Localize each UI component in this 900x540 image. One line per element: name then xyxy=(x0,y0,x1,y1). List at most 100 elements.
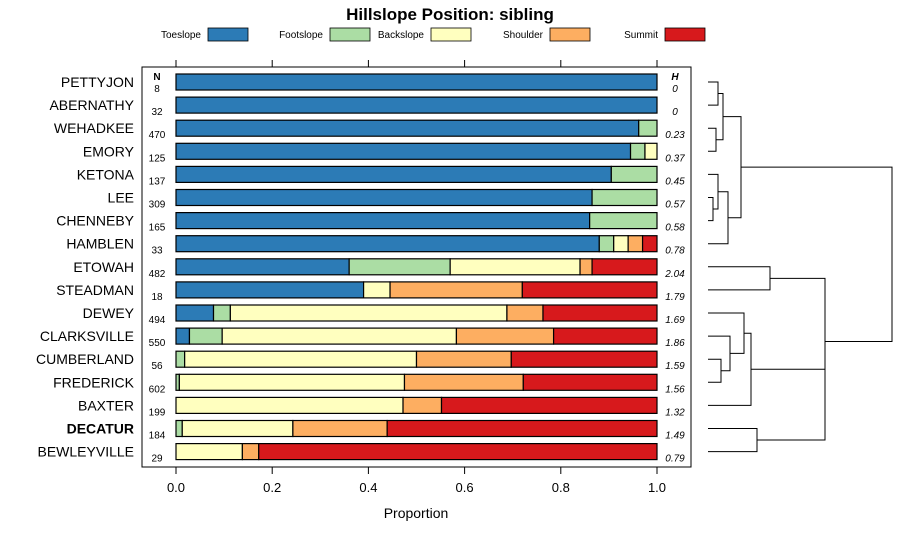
bar-hamblen-toeslope xyxy=(175,235,600,253)
chart-title: Hillslope Position: sibling xyxy=(346,5,554,24)
row-label-ketona: KETONA xyxy=(77,166,135,182)
h-value-frederick: 1.56 xyxy=(665,384,685,395)
legend: Toeslope Footslope Backslope Shoulder Summit xyxy=(161,27,706,42)
bar-dewey-shoulder xyxy=(506,304,544,322)
row-label-steadman: STEADMAN xyxy=(56,282,134,298)
n-value-wehadkee: 470 xyxy=(149,130,166,141)
bar-clarksville-toeslope xyxy=(175,327,191,345)
h-value-hamblen: 0.78 xyxy=(665,246,685,257)
n-value-clarksville: 550 xyxy=(149,338,166,349)
n-value-chenneby: 165 xyxy=(149,223,166,234)
row-label-hamblen: HAMBLEN xyxy=(66,236,134,252)
dendrogram-link xyxy=(708,127,717,152)
bar-frederick-backslope xyxy=(178,373,406,391)
dendrogram-link xyxy=(708,266,771,291)
bar-chenneby-toeslope xyxy=(175,212,591,230)
h-value-ketona: 0.45 xyxy=(665,176,685,187)
bar-lee-footslope xyxy=(591,188,658,207)
legend-swatch-toeslope xyxy=(207,27,249,42)
x-tick-label: 1.0 xyxy=(648,480,666,495)
bar-clarksville-backslope xyxy=(221,327,458,345)
row-label-chenneby: CHENNEBY xyxy=(56,213,134,229)
h-value-decatur: 1.49 xyxy=(665,431,685,442)
h-value-abernathy: 0 xyxy=(672,107,678,118)
dendrogram-link xyxy=(751,368,826,441)
h-value-cumberland: 1.59 xyxy=(665,361,685,372)
n-value-lee: 309 xyxy=(149,200,166,211)
row-label-etowah: ETOWAH xyxy=(73,259,134,275)
bar-emory-toeslope xyxy=(175,142,632,160)
n-value-bewleyville: 29 xyxy=(151,454,163,465)
legend-swatch-backslope xyxy=(430,27,472,42)
bars-group xyxy=(175,73,658,461)
bar-emory-footslope xyxy=(629,142,646,160)
dendrogram-link xyxy=(708,335,731,372)
x-axis-label: Proportion xyxy=(384,505,449,521)
row-label-cumberland: CUMBERLAND xyxy=(36,351,134,367)
row-label-decatur: DECATUR xyxy=(67,421,134,437)
row-label-pettyjon: PETTYJON xyxy=(61,74,134,90)
x-tick-label: 0.8 xyxy=(552,480,570,495)
legend-label-summit: Summit xyxy=(624,30,658,41)
legend-label-footslope: Footslope xyxy=(279,30,323,41)
h-column-header: H xyxy=(671,72,679,83)
n-value-baxter: 199 xyxy=(149,407,166,418)
row-label-lee: LEE xyxy=(108,190,134,206)
x-tick-label: 0.2 xyxy=(263,480,281,495)
bar-emory-backslope xyxy=(644,142,658,160)
row-label-baxter: BAXTER xyxy=(78,397,134,413)
bar-baxter-shoulder xyxy=(402,396,443,414)
dendrogram-link xyxy=(770,277,826,405)
row-label-emory: EMORY xyxy=(83,143,135,159)
row-label-clarksville: CLARKSVILLE xyxy=(40,328,134,344)
n-value-hamblen: 33 xyxy=(151,246,163,257)
h-value-baxter: 1.32 xyxy=(665,407,685,418)
bar-baxter-summit xyxy=(440,396,658,414)
bar-frederick-summit xyxy=(522,373,658,391)
bar-etowah-shoulder xyxy=(579,258,593,276)
n-value-abernathy: 32 xyxy=(151,107,163,118)
x-axis: 0.0 0.2 0.4 0.6 0.8 1.0 xyxy=(167,60,666,495)
legend-label-toeslope: Toeslope xyxy=(161,30,201,41)
h-value-bewleyville: 0.79 xyxy=(665,454,685,465)
n-value-etowah: 482 xyxy=(149,269,166,280)
bar-cumberland-footslope xyxy=(175,350,186,368)
dendrogram-link xyxy=(741,166,893,343)
n-value-frederick: 602 xyxy=(149,384,166,395)
n-column-header: N xyxy=(153,72,160,83)
bar-decatur-backslope xyxy=(181,419,294,438)
legend-swatch-footslope xyxy=(329,27,371,42)
bar-cumberland-backslope xyxy=(184,350,418,368)
bar-wehadkee-footslope xyxy=(638,119,658,137)
dendrogram-link xyxy=(708,358,722,383)
dendrogram-link xyxy=(708,197,714,222)
bar-dewey-summit xyxy=(542,304,658,322)
h-value-steadman: 1.79 xyxy=(665,292,685,303)
bar-etowah-footslope xyxy=(348,258,451,276)
plot-frame xyxy=(141,66,692,468)
bar-decatur-footslope xyxy=(175,419,183,438)
legend-swatch-summit xyxy=(664,27,706,42)
n-value-steadman: 18 xyxy=(151,292,163,303)
row-label-dewey: DEWEY xyxy=(83,305,135,321)
bar-cumberland-summit xyxy=(510,350,658,368)
bar-cumberland-shoulder xyxy=(415,350,512,368)
h-value-etowah: 2.04 xyxy=(664,269,685,280)
row-label-frederick: FREDERICK xyxy=(53,374,135,390)
bar-lee-toeslope xyxy=(175,188,593,207)
bar-abernathy-toeslope xyxy=(175,96,658,114)
bar-bewleyville-shoulder xyxy=(241,443,260,461)
dendrogram xyxy=(708,81,893,453)
bar-hamblen-backslope xyxy=(613,235,629,253)
row-label-bewleyville: BEWLEYVILLE xyxy=(38,444,135,460)
bar-hamblen-summit xyxy=(641,235,658,253)
n-value-cumberland: 56 xyxy=(151,361,163,372)
bar-dewey-backslope xyxy=(229,304,508,322)
x-tick-label: 0.0 xyxy=(167,480,185,495)
row-labels-group: PETTYJON 8 0 ABERNATHY 32 0 WEHADKEE 470 0.23 EMO… xyxy=(36,74,685,465)
bar-steadman-shoulder xyxy=(389,281,523,299)
h-value-pettyjon: 0 xyxy=(672,84,678,95)
bar-hamblen-footslope xyxy=(598,235,615,253)
row-label-wehadkee: WEHADKEE xyxy=(54,120,134,136)
bar-etowah-summit xyxy=(591,258,658,276)
